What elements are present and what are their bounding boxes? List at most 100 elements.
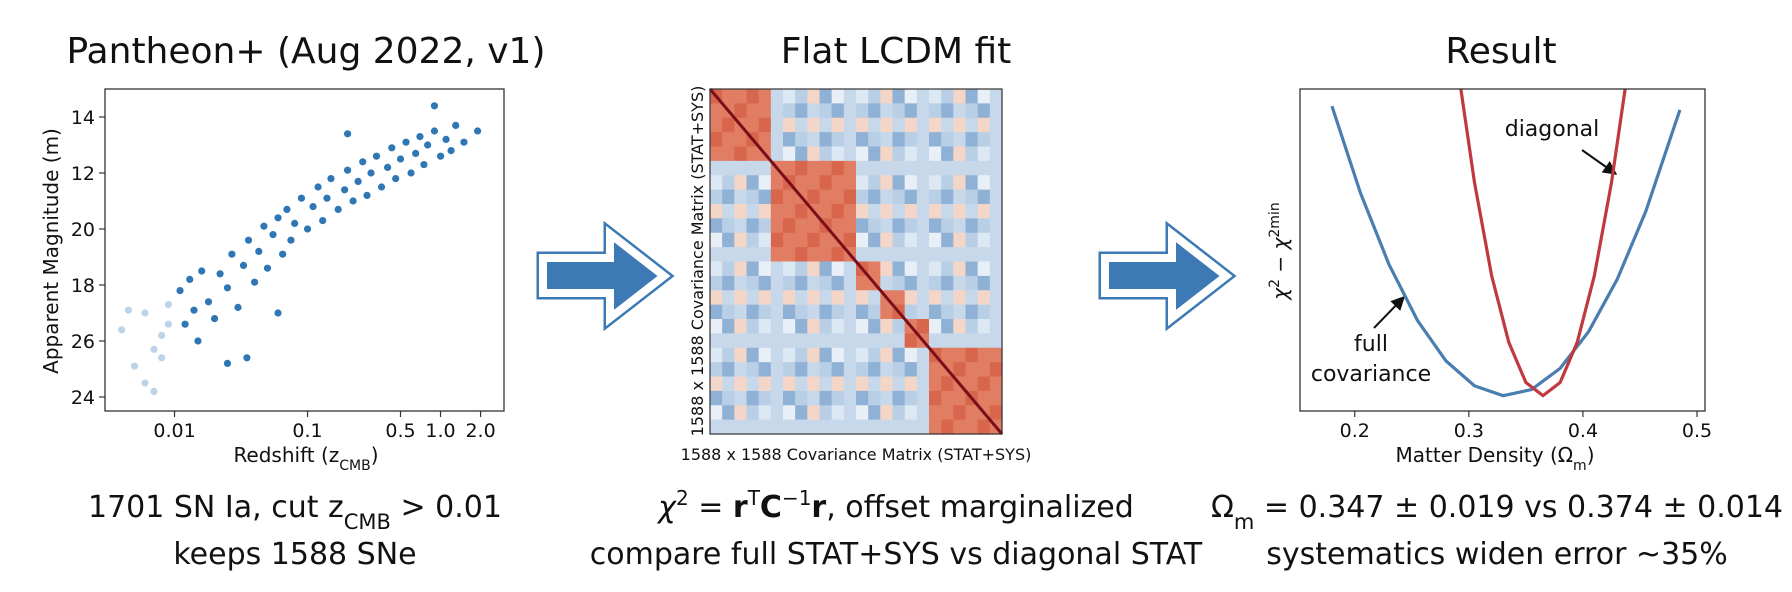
- matrix-cell: [746, 247, 760, 263]
- matrix-cell: [941, 376, 954, 392]
- matrix-cell: [831, 247, 845, 263]
- matrix-cell: [965, 347, 979, 363]
- panel-title: Pantheon+ (Aug 2022, v1): [66, 31, 545, 72]
- matrix-cell: [746, 189, 760, 205]
- matrix-cell: [746, 275, 760, 291]
- matrix-cell: [904, 405, 918, 421]
- matrix-cell: [710, 189, 723, 205]
- matrix-cell: [807, 146, 821, 162]
- matrix-cell: [989, 304, 1003, 320]
- matrix-cell: [916, 189, 930, 205]
- matrix-cell: [722, 304, 735, 320]
- matrix-cell: [941, 405, 954, 421]
- matrix-cell: [819, 405, 833, 421]
- matrix-cell: [831, 347, 845, 363]
- matrix-cell: [989, 247, 1003, 263]
- matrix-cell: [904, 376, 918, 392]
- matrix-cell: [856, 160, 869, 176]
- matrix-cell: [856, 218, 869, 234]
- flow-arrow: [536, 220, 675, 332]
- matrix-cell: [904, 333, 918, 349]
- matrix-cell: [929, 232, 942, 248]
- matrix-cell: [977, 362, 991, 378]
- scatter-point: [314, 183, 322, 191]
- matrix-cell: [941, 132, 954, 148]
- matrix-cell: [734, 218, 748, 234]
- scatter-point: [343, 130, 352, 138]
- matrix-cell: [710, 362, 723, 378]
- matrix-cell: [880, 275, 894, 291]
- caption: keeps 1588 SNe: [173, 537, 416, 572]
- matrix-cell: [734, 189, 748, 205]
- matrix-cell: [819, 275, 833, 291]
- matrix-cell: [953, 103, 967, 119]
- matrix-cell: [807, 347, 821, 363]
- annotation-arrow: [1373, 295, 1405, 329]
- matrix-cell: [843, 146, 857, 162]
- matrix-cell: [722, 376, 735, 392]
- matrix-cell: [965, 132, 979, 148]
- matrix-cell: [892, 132, 906, 148]
- matrix-cell: [953, 117, 967, 133]
- x-tick-label: 0.3: [1454, 420, 1484, 442]
- matrix-cell: [746, 204, 760, 219]
- matrix-cell: [819, 89, 833, 104]
- matrix-cell: [916, 247, 930, 263]
- matrix-cell: [856, 146, 869, 162]
- matrix-cell: [856, 419, 869, 435]
- matrix-cell: [941, 290, 954, 306]
- matrix-cell: [904, 218, 918, 234]
- matrix-cell: [989, 89, 1003, 104]
- matrix-cell: [929, 333, 942, 349]
- matrix-cell: [880, 247, 894, 263]
- matrix-cell: [916, 89, 930, 104]
- matrix-cell: [807, 89, 821, 104]
- flow-arrow: [1098, 220, 1237, 332]
- scatter-point: [204, 298, 213, 306]
- scatter-point: [260, 222, 268, 230]
- matrix-cell: [965, 362, 979, 378]
- matrix-cell: [916, 132, 930, 148]
- matrix-cell: [734, 275, 748, 291]
- matrix-cell: [783, 204, 796, 219]
- matrix-cell: [941, 304, 954, 320]
- matrix-cell: [941, 103, 954, 119]
- scatter-point: [283, 205, 291, 213]
- x-tick-label: 2.0: [465, 420, 495, 442]
- matrix-cell: [710, 275, 723, 291]
- matrix-cell: [929, 89, 942, 104]
- matrix-cell: [929, 204, 942, 219]
- matrix-cell: [989, 275, 1003, 291]
- matrix-cell: [722, 319, 735, 334]
- matrix-cell: [758, 333, 772, 349]
- matrix-cell: [746, 89, 760, 104]
- scatter-point: [181, 320, 189, 328]
- matrix-cell: [758, 189, 772, 205]
- matrix-cell: [953, 419, 967, 435]
- matrix-cell: [929, 261, 942, 277]
- caption: compare full STAT+SYS vs diagonal STAT: [590, 537, 1203, 572]
- matrix-cell: [819, 362, 833, 378]
- matrix-cell: [892, 160, 906, 176]
- matrix-cell: [795, 319, 808, 334]
- matrix-cell: [710, 333, 723, 349]
- x-tick-label: 0.2: [1340, 420, 1370, 442]
- matrix-cell: [734, 290, 748, 306]
- scatter-point: [297, 194, 306, 202]
- matrix-cell: [770, 362, 784, 378]
- matrix-cell: [904, 103, 918, 119]
- matrix-cell: [977, 117, 991, 133]
- matrix-cell: [795, 232, 808, 248]
- matrix-cell: [770, 261, 784, 277]
- matrix-cell: [916, 405, 930, 421]
- annotation: covariance: [1311, 362, 1431, 387]
- matrix-cell: [892, 333, 906, 349]
- matrix-cell: [843, 232, 857, 248]
- scatter-point: [447, 147, 455, 155]
- matrix-cell: [904, 232, 918, 248]
- scatter-point: [396, 155, 405, 163]
- matrix-cell: [989, 376, 1003, 392]
- matrix-cell: [807, 333, 821, 349]
- matrix-cell: [807, 304, 821, 320]
- matrix-cell: [831, 419, 845, 435]
